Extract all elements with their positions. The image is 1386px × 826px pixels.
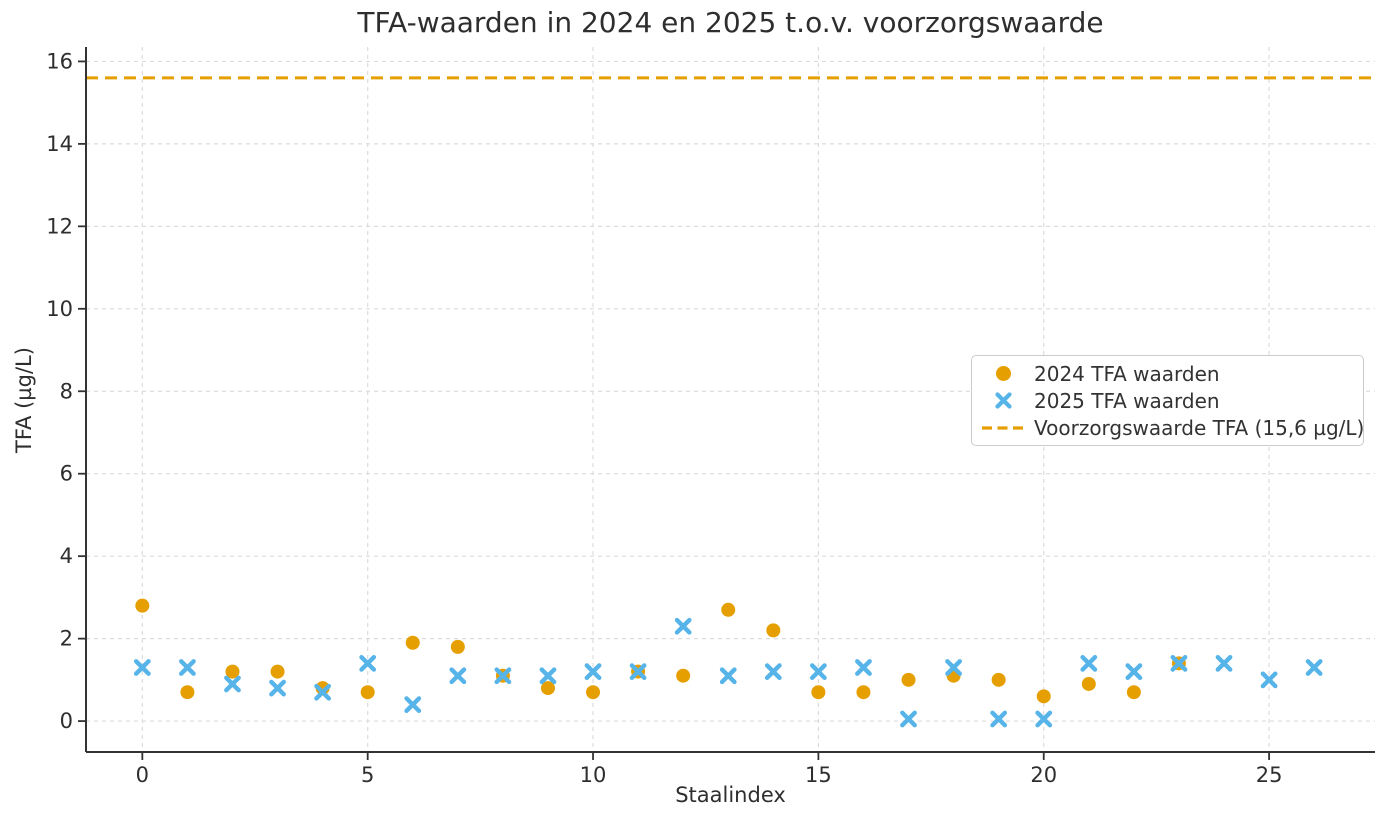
data-point-2025: [764, 663, 782, 681]
x-tick-label: 20: [1030, 763, 1057, 787]
data-point-2024: [991, 672, 1006, 687]
x-axis-label: Staalindex: [675, 783, 786, 807]
y-tick-label: 12: [46, 214, 73, 238]
x-tick-label: 0: [136, 763, 149, 787]
data-point-2025: [404, 696, 422, 713]
data-point-2025: [494, 667, 512, 685]
data-point-2025: [179, 659, 196, 676]
data-point-2024: [270, 664, 285, 679]
data-point-2025: [1125, 663, 1143, 681]
data-point-2025: [359, 654, 377, 672]
y-tick-label: 0: [60, 709, 73, 733]
data-point-2024: [1036, 689, 1051, 704]
data-point-2025: [584, 663, 602, 681]
legend-label-2025: 2025 TFA waarden: [1034, 388, 1220, 413]
legend-swatch: [972, 425, 1034, 431]
data-point-2024: [135, 598, 150, 613]
legend: 2024 TFA waarden 2025 TFA waarden Voorzo…: [971, 355, 1364, 446]
data-point-2024: [1081, 676, 1096, 691]
data-point-2025: [809, 663, 827, 681]
x-tick-label: 15: [805, 763, 832, 787]
data-point-2024: [450, 639, 465, 654]
data-point-2024: [901, 672, 916, 687]
y-tick-label: 14: [46, 132, 73, 156]
data-point-2024: [721, 602, 736, 617]
data-point-2024: [180, 685, 195, 700]
data-point-2025: [1260, 671, 1278, 689]
y-tick-label: 16: [46, 49, 73, 73]
x-tick-label: 10: [580, 763, 607, 787]
x-tick-label: 25: [1256, 763, 1283, 787]
data-point-2025: [990, 710, 1008, 728]
x-tick-label: 5: [361, 763, 374, 787]
data-point-2025: [1035, 710, 1053, 728]
y-tick-label: 2: [60, 627, 73, 651]
data-point-2024: [405, 635, 420, 650]
y-tick-label: 10: [46, 297, 73, 321]
data-point-2025: [539, 667, 557, 685]
data-point-2024: [360, 685, 375, 700]
legend-label-threshold: Voorzorgswaarde TFA (15,6 µg/L): [1034, 415, 1365, 440]
data-point-2025: [855, 659, 872, 676]
y-tick-label: 8: [60, 379, 73, 403]
data-point-2024: [856, 685, 871, 700]
data-point-2025: [1080, 654, 1098, 672]
x-marker-icon: [994, 392, 1012, 409]
data-point-2025: [224, 675, 241, 693]
data-point-2024: [766, 623, 781, 638]
data-point-2024: [811, 685, 826, 700]
data-point-2024: [1126, 685, 1141, 700]
data-point-2025: [449, 667, 467, 685]
data-point-2024: [676, 668, 691, 683]
y-axis-label: TFA (µg/L): [12, 347, 36, 453]
legend-item-2024: 2024 TFA waarden: [972, 360, 1363, 387]
data-point-2025: [1170, 654, 1188, 672]
legend-swatch: [972, 391, 1034, 410]
y-tick-label: 6: [60, 462, 73, 486]
legend-item-2025: 2025 TFA waarden: [972, 387, 1363, 414]
data-point-2025: [945, 659, 962, 676]
data-point-2025: [674, 617, 692, 635]
y-tick-label: 4: [60, 544, 73, 568]
data-point-2025: [314, 683, 332, 701]
data-point-2025: [1215, 654, 1233, 672]
circle-marker-icon: [995, 366, 1011, 381]
legend-item-threshold: Voorzorgswaarde TFA (15,6 µg/L): [972, 414, 1365, 441]
data-point-2025: [629, 663, 647, 681]
data-point-2025: [719, 667, 737, 685]
dashed-line-icon: [982, 425, 1024, 430]
data-point-2024: [540, 681, 555, 696]
chart-title: TFA-waarden in 2024 en 2025 t.o.v. voorz…: [357, 6, 1104, 39]
data-point-2025: [900, 710, 917, 728]
legend-label-2024: 2024 TFA waarden: [1034, 361, 1220, 386]
legend-swatch: [972, 366, 1034, 381]
data-point-2024: [586, 685, 601, 700]
data-point-2025: [1305, 659, 1323, 676]
data-point-2025: [133, 659, 151, 676]
data-point-2024: [225, 664, 240, 679]
data-point-2025: [269, 679, 286, 697]
